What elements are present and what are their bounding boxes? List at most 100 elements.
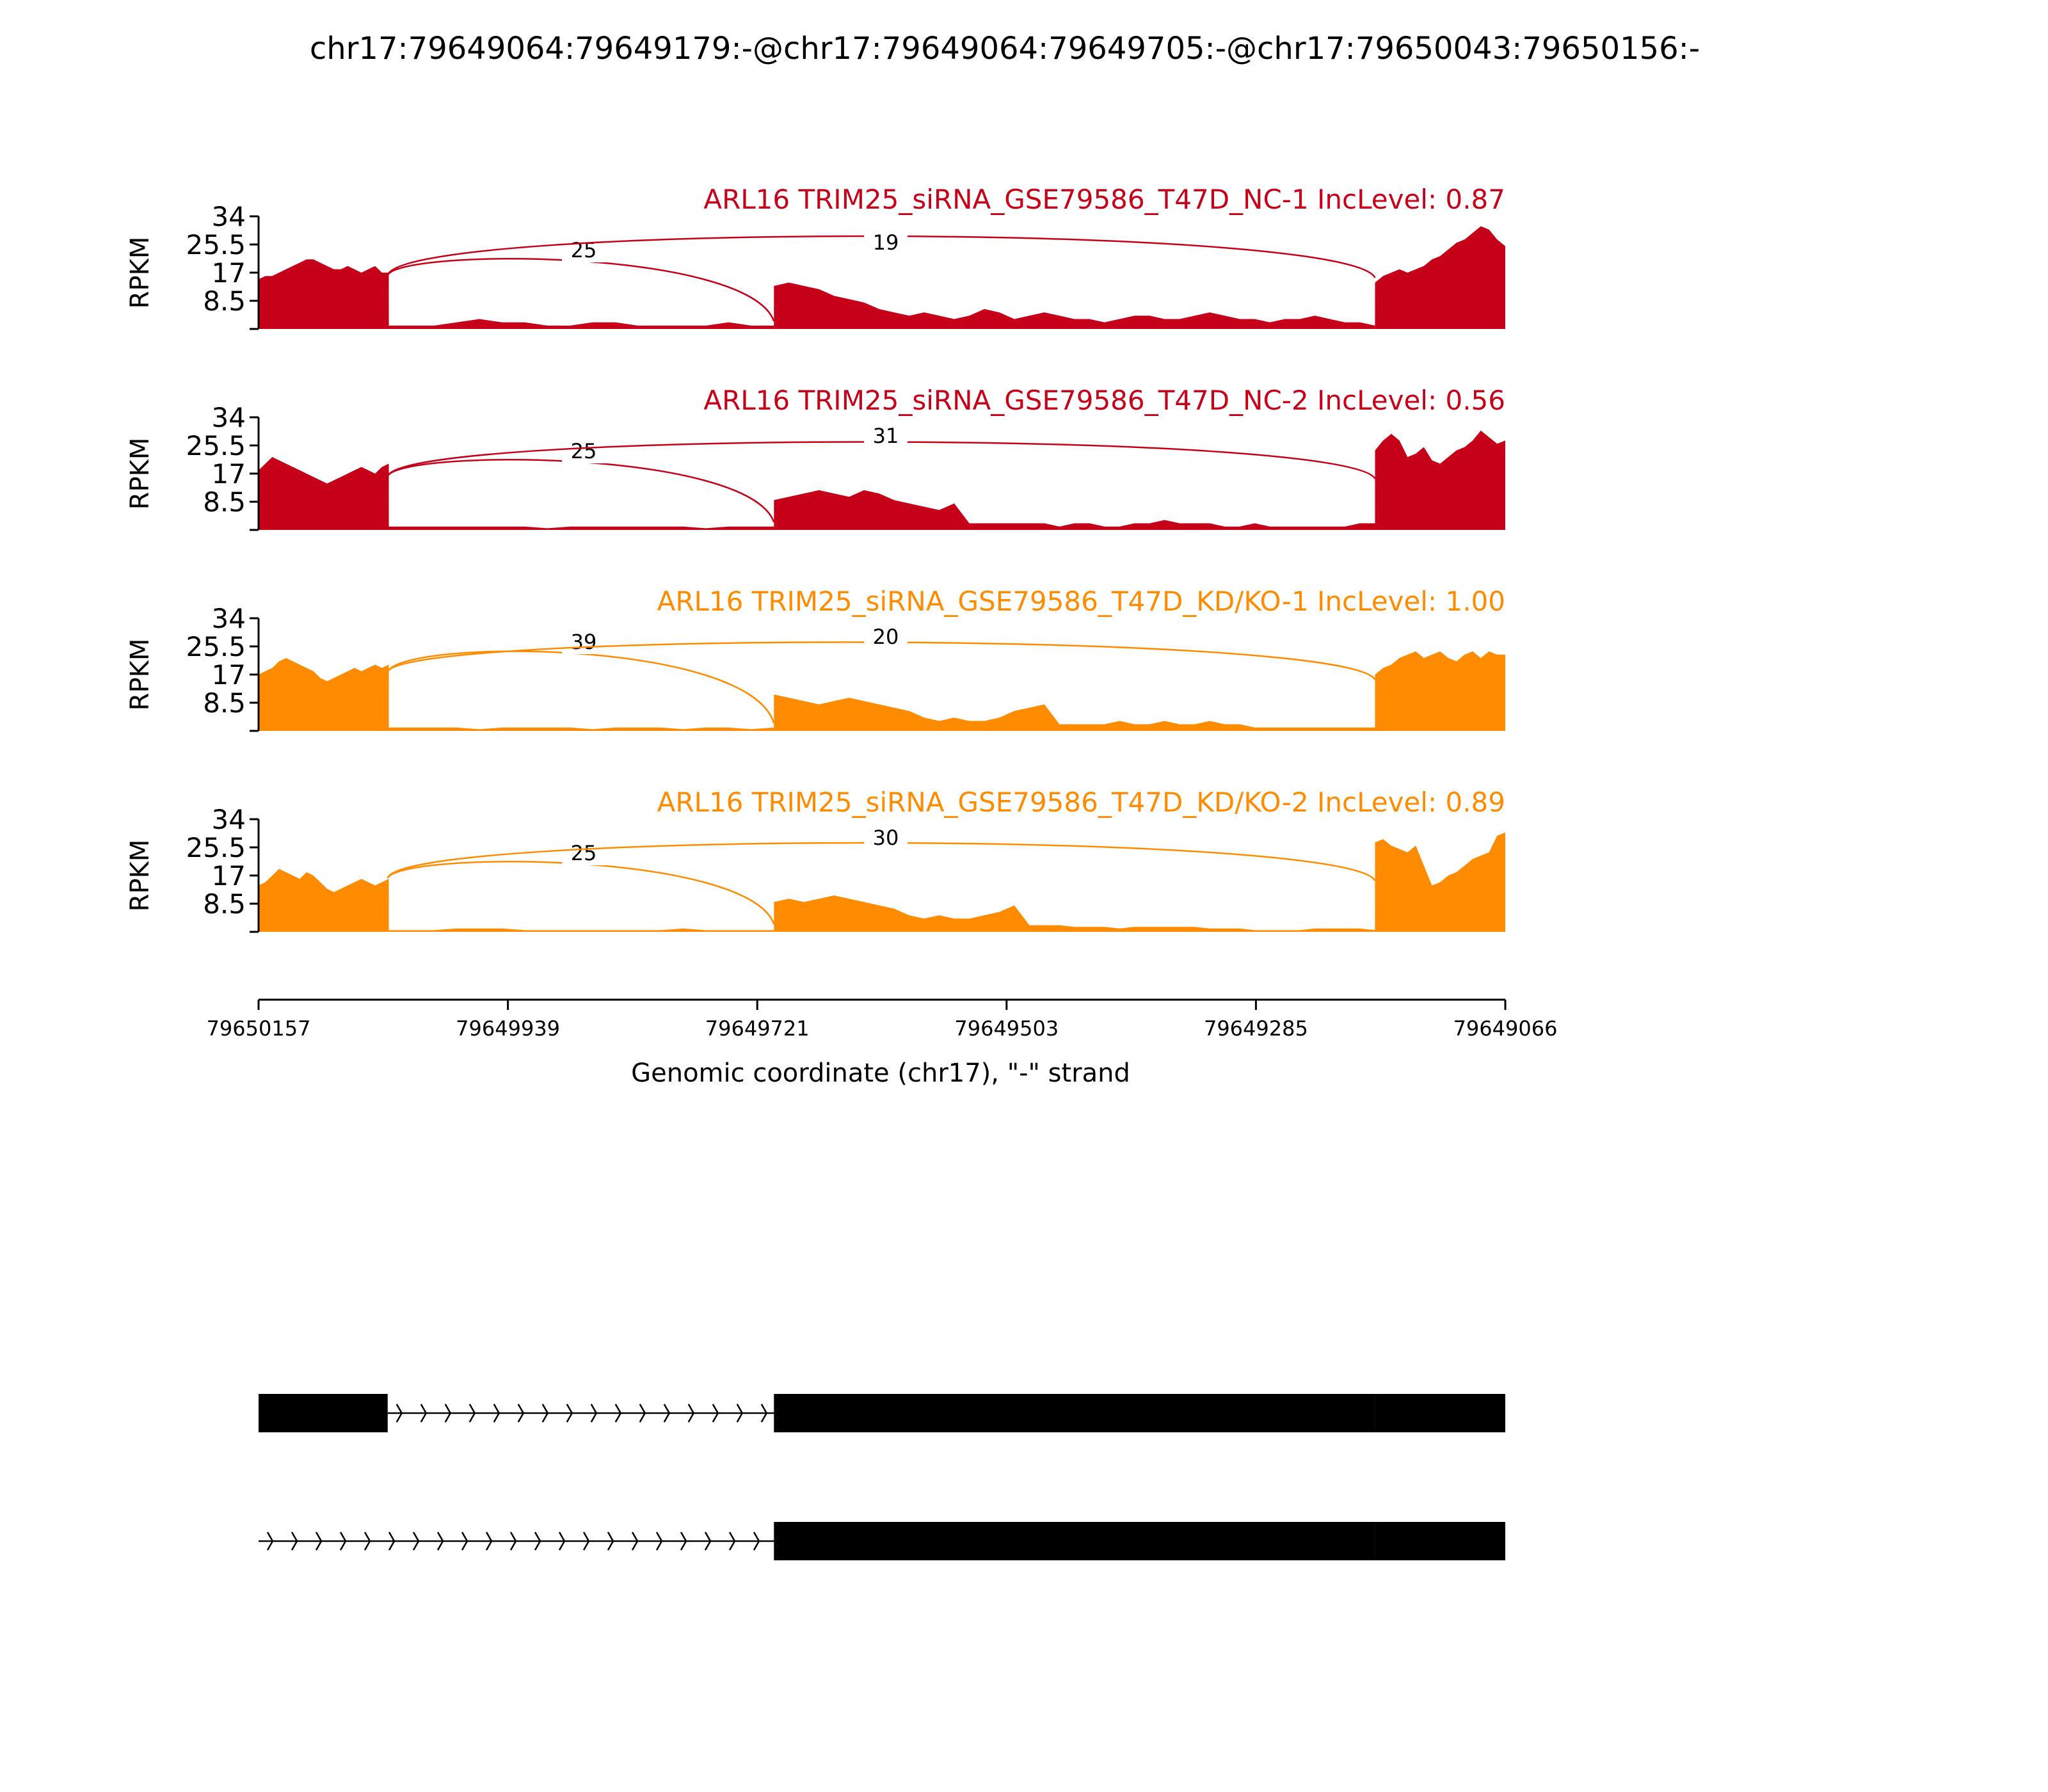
coverage-area xyxy=(1375,430,1505,530)
x-tick-label: 79649939 xyxy=(456,1016,560,1041)
strand-arrow-icon xyxy=(687,1404,695,1423)
junction-label-bg xyxy=(864,232,908,255)
x-tick-label: 79650157 xyxy=(207,1016,311,1041)
strand-arrow-icon xyxy=(339,1532,347,1551)
junction-label-bg xyxy=(864,425,908,448)
track-title: ARL16 TRIM25_siRNA_GSE79586_T47D_NC-1 In… xyxy=(703,184,1505,215)
figure-title: chr17:79649064:79649179:-@chr17:79649064… xyxy=(310,31,1700,67)
strand-arrow-icon xyxy=(680,1532,687,1551)
junction-count-label: 25 xyxy=(571,238,597,262)
coverage-area xyxy=(388,319,774,329)
coverage-area xyxy=(388,928,774,932)
coverage-area xyxy=(259,259,389,329)
strand-arrow-icon xyxy=(534,1532,541,1551)
y-tick-label: 34 xyxy=(212,804,246,835)
coverage-area xyxy=(1375,651,1505,731)
strand-arrow-icon xyxy=(485,1532,493,1551)
strand-arrow-icon xyxy=(266,1532,274,1551)
coverage-area xyxy=(259,457,389,530)
y-tick-label: 34 xyxy=(212,402,246,433)
coverage-area xyxy=(774,694,1375,731)
y-tick-label: 25.5 xyxy=(186,631,246,662)
junction-label-bg xyxy=(562,842,605,865)
strand-arrow-icon xyxy=(614,1404,622,1423)
y-tick-label: 8.5 xyxy=(203,888,246,920)
gene-structure xyxy=(259,1394,1505,1560)
coverage-area xyxy=(1375,832,1505,932)
y-axis-label: RPKM xyxy=(125,237,155,309)
x-tick-label: 79649721 xyxy=(705,1016,810,1041)
strand-arrow-icon xyxy=(444,1404,452,1423)
y-tick-label: 34 xyxy=(212,201,246,232)
track-title: ARL16 TRIM25_siRNA_GSE79586_T47D_NC-2 In… xyxy=(703,385,1505,416)
strand-arrow-icon xyxy=(582,1532,590,1551)
coverage-area xyxy=(774,895,1375,932)
strand-arrow-icon xyxy=(704,1532,712,1551)
junction-count-label: 31 xyxy=(873,424,899,448)
x-tick-label: 79649285 xyxy=(1204,1016,1308,1041)
y-tick-label: 25.5 xyxy=(186,229,246,260)
y-tick-label: 8.5 xyxy=(203,486,246,518)
junction-count-label: 20 xyxy=(873,625,899,649)
exon-block xyxy=(1375,1394,1505,1432)
strand-arrow-icon xyxy=(712,1404,719,1423)
x-axis-label: Genomic coordinate (chr17), "-" strand xyxy=(631,1059,1130,1088)
y-tick-label: 17 xyxy=(212,860,246,892)
coverage-area xyxy=(1375,226,1505,329)
strand-arrow-icon xyxy=(315,1532,323,1551)
strand-arrow-icon xyxy=(558,1532,566,1551)
y-axis-label: RPKM xyxy=(125,840,155,912)
junction-label-bg xyxy=(562,440,605,463)
strand-arrow-icon xyxy=(736,1404,744,1423)
exon-block xyxy=(774,1394,1375,1432)
y-tick-label: 8.5 xyxy=(203,285,246,317)
transcript-2 xyxy=(259,1522,1505,1560)
junction-label-bg xyxy=(864,827,908,850)
coverage-area xyxy=(388,526,774,530)
y-axis-label: RPKM xyxy=(125,639,155,711)
y-tick-label: 25.5 xyxy=(186,832,246,863)
strand-arrow-icon xyxy=(760,1404,768,1423)
y-tick-label: 17 xyxy=(212,659,246,691)
junction-label-bg xyxy=(562,631,605,654)
junction-count-label: 25 xyxy=(571,439,597,463)
junction-count-label: 19 xyxy=(873,230,899,255)
y-tick-label: 34 xyxy=(212,603,246,634)
exon-block xyxy=(259,1394,388,1432)
coverage-area xyxy=(774,490,1375,530)
track-title: ARL16 TRIM25_siRNA_GSE79586_T47D_KD/KO-2… xyxy=(657,787,1505,818)
y-tick-label: 17 xyxy=(212,257,246,289)
strand-arrow-icon xyxy=(509,1532,517,1551)
strand-arrow-icon xyxy=(412,1532,420,1551)
track-title: ARL16 TRIM25_siRNA_GSE79586_T47D_KD/KO-1… xyxy=(657,586,1505,617)
coverage-area xyxy=(259,658,389,731)
y-tick-label: 17 xyxy=(212,458,246,490)
strand-arrow-icon xyxy=(396,1404,403,1423)
strand-arrow-icon xyxy=(728,1532,736,1551)
strand-arrow-icon xyxy=(517,1404,525,1423)
strand-arrow-icon xyxy=(468,1404,476,1423)
strand-arrow-icon xyxy=(663,1404,671,1423)
strand-arrow-icon xyxy=(655,1532,663,1551)
strand-arrow-icon xyxy=(639,1404,646,1423)
strand-arrow-icon xyxy=(388,1532,396,1551)
x-tick-label: 79649066 xyxy=(1453,1016,1558,1041)
y-tick-label: 25.5 xyxy=(186,430,246,461)
strand-arrow-icon xyxy=(541,1404,549,1423)
transcript-1 xyxy=(259,1394,1505,1432)
y-tick-label: 8.5 xyxy=(203,687,246,719)
strand-arrow-icon xyxy=(631,1532,639,1551)
exon-block xyxy=(774,1522,1375,1560)
junction-count-label: 30 xyxy=(873,826,899,850)
strand-arrow-icon xyxy=(590,1404,598,1423)
y-axis-label: RPKM xyxy=(125,438,155,510)
strand-arrow-icon xyxy=(461,1532,468,1551)
junction-count-label: 25 xyxy=(571,841,597,865)
x-tick-label: 79649503 xyxy=(954,1016,1059,1041)
